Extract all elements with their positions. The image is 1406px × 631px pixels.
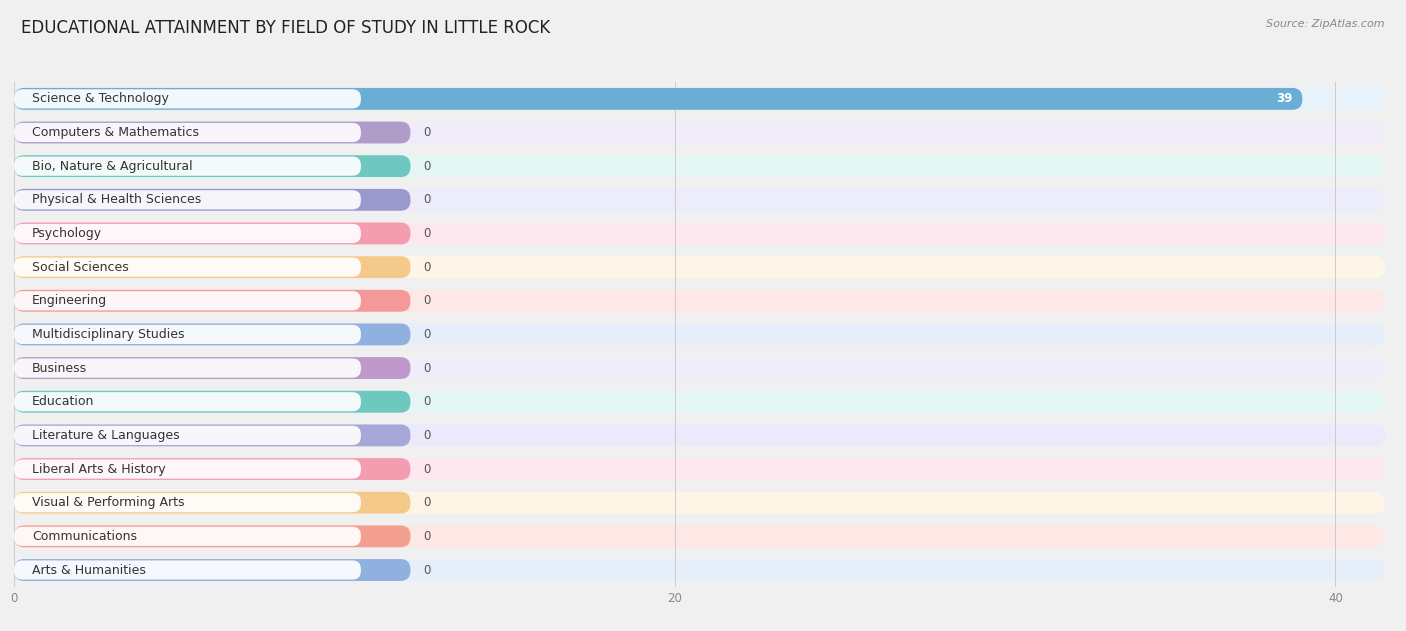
FancyBboxPatch shape xyxy=(14,256,411,278)
FancyBboxPatch shape xyxy=(14,391,411,413)
Text: 0: 0 xyxy=(423,429,432,442)
Text: Social Sciences: Social Sciences xyxy=(32,261,129,274)
Text: 0: 0 xyxy=(423,227,432,240)
Text: Physical & Health Sciences: Physical & Health Sciences xyxy=(32,193,201,206)
FancyBboxPatch shape xyxy=(14,223,411,244)
FancyBboxPatch shape xyxy=(14,122,411,143)
Text: Multidisciplinary Studies: Multidisciplinary Studies xyxy=(32,328,184,341)
Text: 0: 0 xyxy=(423,395,432,408)
FancyBboxPatch shape xyxy=(14,459,361,479)
Text: Arts & Humanities: Arts & Humanities xyxy=(32,563,146,577)
FancyBboxPatch shape xyxy=(14,190,361,209)
FancyBboxPatch shape xyxy=(14,291,361,310)
FancyBboxPatch shape xyxy=(14,290,1385,312)
FancyBboxPatch shape xyxy=(14,458,411,480)
Text: Computers & Mathematics: Computers & Mathematics xyxy=(32,126,200,139)
FancyBboxPatch shape xyxy=(14,155,1385,177)
FancyBboxPatch shape xyxy=(14,189,1385,211)
FancyBboxPatch shape xyxy=(14,123,361,142)
FancyBboxPatch shape xyxy=(14,357,411,379)
FancyBboxPatch shape xyxy=(14,256,1385,278)
FancyBboxPatch shape xyxy=(14,425,1385,446)
Text: 39: 39 xyxy=(1277,92,1292,105)
FancyBboxPatch shape xyxy=(14,290,411,312)
FancyBboxPatch shape xyxy=(14,560,361,580)
Text: 0: 0 xyxy=(423,261,432,274)
Text: 0: 0 xyxy=(423,126,432,139)
FancyBboxPatch shape xyxy=(14,526,1385,547)
Text: Engineering: Engineering xyxy=(32,294,107,307)
Text: Bio, Nature & Agricultural: Bio, Nature & Agricultural xyxy=(32,160,193,173)
Text: 0: 0 xyxy=(423,496,432,509)
Text: Science & Technology: Science & Technology xyxy=(32,92,169,105)
Text: 0: 0 xyxy=(423,294,432,307)
FancyBboxPatch shape xyxy=(14,492,411,514)
FancyBboxPatch shape xyxy=(14,324,1385,345)
FancyBboxPatch shape xyxy=(14,223,1385,244)
Text: EDUCATIONAL ATTAINMENT BY FIELD OF STUDY IN LITTLE ROCK: EDUCATIONAL ATTAINMENT BY FIELD OF STUDY… xyxy=(21,19,550,37)
FancyBboxPatch shape xyxy=(14,155,411,177)
FancyBboxPatch shape xyxy=(14,559,1385,581)
Text: Education: Education xyxy=(32,395,94,408)
FancyBboxPatch shape xyxy=(14,526,411,547)
FancyBboxPatch shape xyxy=(14,492,1385,514)
FancyBboxPatch shape xyxy=(14,122,1385,143)
FancyBboxPatch shape xyxy=(14,88,1385,110)
FancyBboxPatch shape xyxy=(14,156,361,176)
FancyBboxPatch shape xyxy=(14,257,361,277)
FancyBboxPatch shape xyxy=(14,89,361,109)
Text: 0: 0 xyxy=(423,463,432,476)
FancyBboxPatch shape xyxy=(14,559,411,581)
FancyBboxPatch shape xyxy=(14,324,411,345)
Text: Literature & Languages: Literature & Languages xyxy=(32,429,180,442)
Text: 0: 0 xyxy=(423,563,432,577)
Text: Visual & Performing Arts: Visual & Performing Arts xyxy=(32,496,184,509)
FancyBboxPatch shape xyxy=(14,224,361,243)
FancyBboxPatch shape xyxy=(14,357,1385,379)
Text: Psychology: Psychology xyxy=(32,227,103,240)
FancyBboxPatch shape xyxy=(14,88,1302,110)
Text: Liberal Arts & History: Liberal Arts & History xyxy=(32,463,166,476)
Text: 0: 0 xyxy=(423,362,432,375)
Text: 0: 0 xyxy=(423,328,432,341)
Text: 0: 0 xyxy=(423,160,432,173)
Text: Communications: Communications xyxy=(32,530,138,543)
FancyBboxPatch shape xyxy=(14,426,361,445)
FancyBboxPatch shape xyxy=(14,189,411,211)
Text: 0: 0 xyxy=(423,530,432,543)
FancyBboxPatch shape xyxy=(14,527,361,546)
FancyBboxPatch shape xyxy=(14,458,1385,480)
FancyBboxPatch shape xyxy=(14,325,361,344)
Text: 0: 0 xyxy=(423,193,432,206)
FancyBboxPatch shape xyxy=(14,358,361,378)
FancyBboxPatch shape xyxy=(14,493,361,512)
FancyBboxPatch shape xyxy=(14,391,1385,413)
Text: Business: Business xyxy=(32,362,87,375)
FancyBboxPatch shape xyxy=(14,392,361,411)
Text: Source: ZipAtlas.com: Source: ZipAtlas.com xyxy=(1267,19,1385,29)
FancyBboxPatch shape xyxy=(14,425,411,446)
